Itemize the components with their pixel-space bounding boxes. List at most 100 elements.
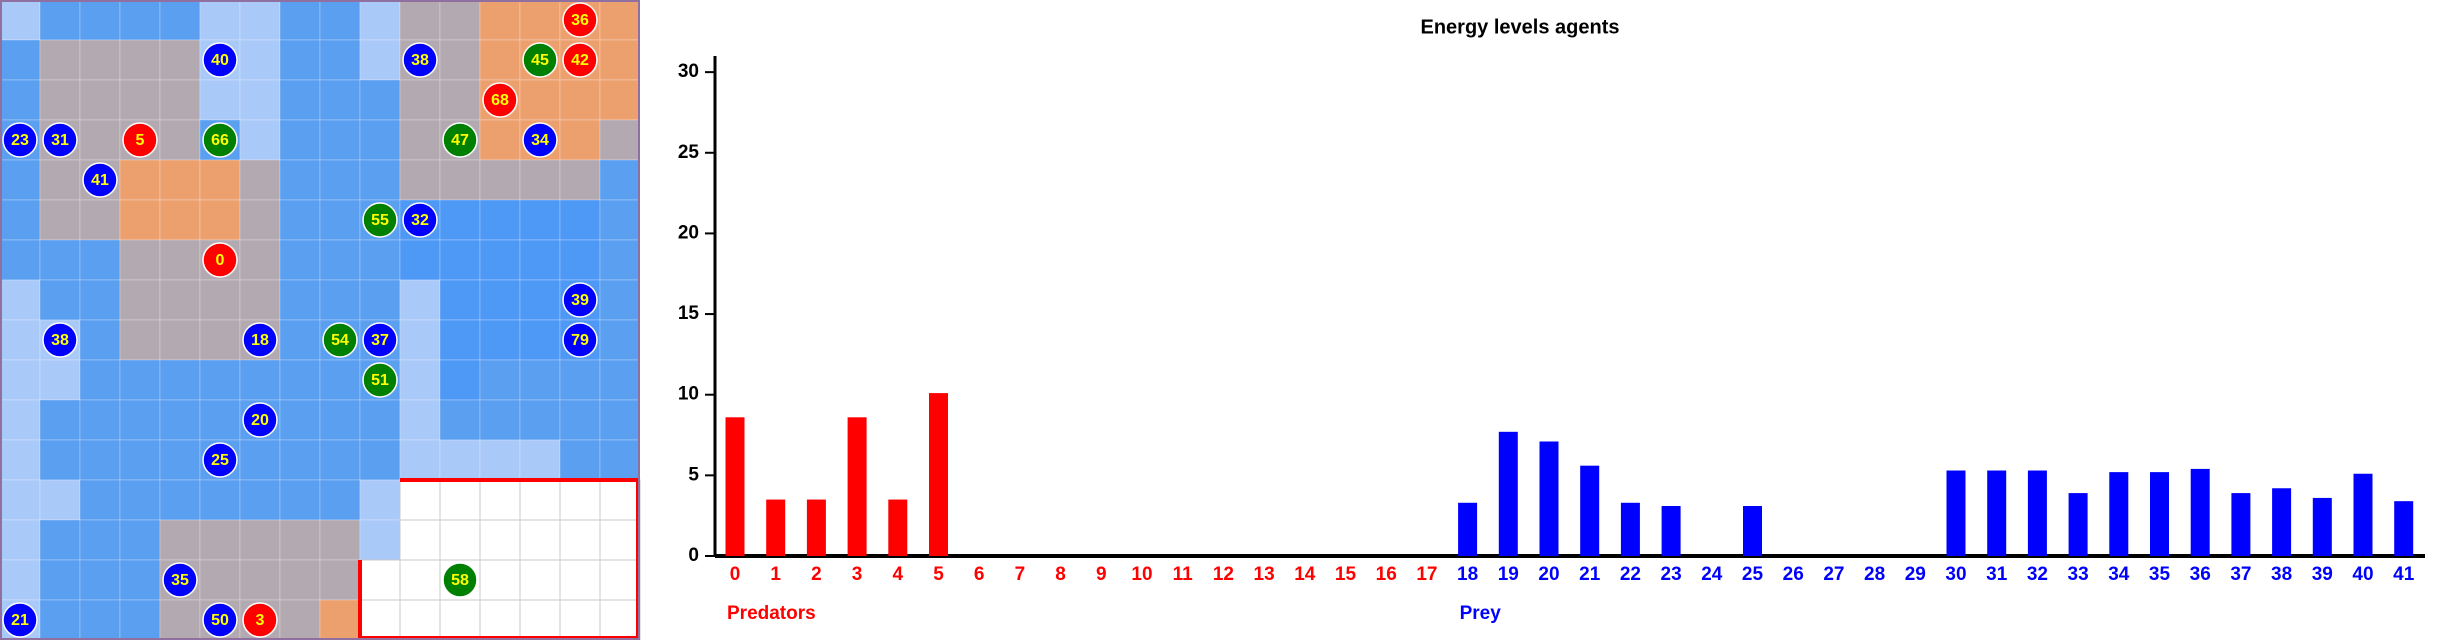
grid-cell [119, 239, 161, 281]
grid-cell [279, 519, 321, 561]
agent [522, 42, 558, 78]
grid-cell [439, 39, 481, 81]
agent [482, 82, 518, 118]
grid-cell [279, 279, 321, 321]
grid-cell [239, 39, 281, 81]
bar [2312, 497, 2332, 556]
agent [562, 282, 598, 318]
x-tick-label: 19 [1498, 564, 1519, 585]
agent-label: 41 [91, 172, 109, 189]
x-tick-label: 14 [1294, 564, 1316, 585]
grid-cell [359, 599, 401, 640]
grid-cell [559, 439, 601, 481]
grid-cell [599, 479, 641, 521]
bar [847, 417, 867, 556]
grid-cell [159, 599, 201, 640]
bar [2027, 470, 2047, 556]
grid-cell [279, 39, 321, 81]
agent-label: 20 [251, 412, 269, 429]
grid-cell [399, 519, 441, 561]
grid-cell [519, 0, 561, 41]
grid-cell [599, 399, 641, 441]
grid-cell [199, 79, 241, 121]
grid-cell [119, 399, 161, 441]
grid-cell [0, 439, 41, 481]
grid-cell [39, 199, 81, 241]
x-tick-label: 6 [974, 564, 985, 585]
grid-cell [39, 559, 81, 601]
bar [2394, 501, 2414, 556]
agent-label: 79 [571, 332, 589, 349]
grid-cell [39, 159, 81, 201]
bar [1620, 502, 1640, 556]
agent [202, 42, 238, 78]
grid-cell [519, 559, 561, 601]
x-tick-label: 21 [1579, 564, 1601, 585]
agent-label: 58 [451, 572, 469, 589]
bar [2231, 493, 2251, 556]
grid-cell [319, 519, 361, 561]
grid-cell [319, 479, 361, 521]
grid-cell [319, 39, 361, 81]
grid-cell [479, 519, 521, 561]
grid-cell [519, 519, 561, 561]
agent [42, 122, 78, 158]
grid-cell [599, 559, 641, 601]
grid-cell [79, 119, 121, 161]
x-tick-label: 12 [1213, 564, 1234, 585]
grid-cell [479, 199, 521, 241]
grid-cell [279, 119, 321, 161]
grid-cell [599, 519, 641, 561]
grid-cell [39, 239, 81, 281]
grid-cell [159, 79, 201, 121]
grid-cell [439, 279, 481, 321]
agent [562, 42, 598, 78]
x-tick-label: 24 [1701, 564, 1723, 585]
grid-cell [319, 559, 361, 601]
grid-cell [559, 159, 601, 201]
bar [929, 393, 948, 556]
grid-cell [79, 279, 121, 321]
grid-cell [159, 239, 201, 281]
grid-cell [439, 519, 481, 561]
grid-cell [439, 359, 481, 401]
grid-cell [279, 439, 321, 481]
grid-cell [439, 599, 481, 640]
grid-cell [239, 279, 281, 321]
grid-cell [559, 399, 601, 441]
agent [322, 322, 358, 358]
grid-cell [599, 239, 641, 281]
grid-cell [39, 519, 81, 561]
agent-label: 3 [256, 612, 265, 629]
bar [766, 499, 786, 556]
grid-cell [399, 439, 441, 481]
grid-cell [479, 319, 521, 361]
grid-cell [239, 479, 281, 521]
grid-cell [359, 559, 401, 601]
x-tick-label: 9 [1096, 564, 1107, 585]
grid-cell [79, 599, 121, 640]
agent [202, 442, 238, 478]
agent [202, 122, 238, 158]
agent-label: 68 [491, 92, 509, 109]
grid-cell [279, 359, 321, 401]
agent-label: 38 [411, 52, 429, 69]
bar [1946, 470, 1966, 556]
x-tick-label: 13 [1254, 564, 1275, 585]
grid-cell [599, 599, 641, 640]
grid-cell [439, 79, 481, 121]
grid-cell [119, 559, 161, 601]
grid-cell [199, 279, 241, 321]
grid-cell [319, 439, 361, 481]
grid-cell [319, 359, 361, 401]
bar [1661, 506, 1681, 556]
grid-cell [399, 399, 441, 441]
agent [202, 242, 238, 278]
y-tick-label: 20 [678, 222, 699, 243]
grid-cell [0, 199, 41, 241]
grid-cell [79, 519, 121, 561]
x-tick-label: 3 [852, 564, 863, 585]
x-tick-label: 33 [2068, 564, 2089, 585]
